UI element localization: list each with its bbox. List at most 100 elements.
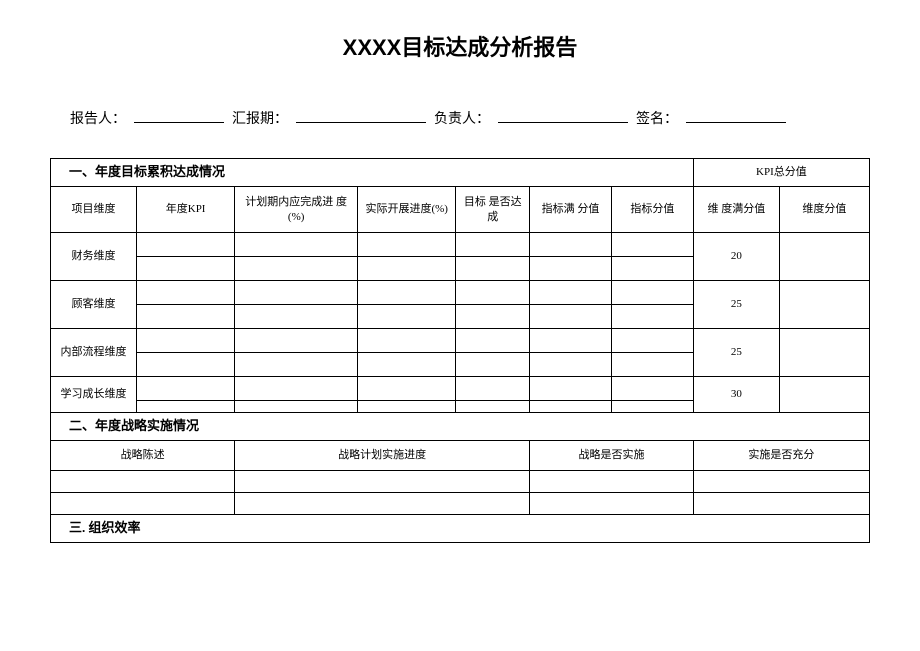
responsible-blank[interactable] <box>498 107 628 123</box>
section2-columns-row: 战略陈述 战略计划实施进度 战略是否实施 实施是否充分 <box>51 441 870 471</box>
cell[interactable] <box>136 233 234 257</box>
cell[interactable] <box>235 493 530 515</box>
cell[interactable] <box>530 353 612 377</box>
cell[interactable] <box>456 281 530 305</box>
cell[interactable] <box>530 257 612 281</box>
cell[interactable] <box>136 353 234 377</box>
cell[interactable] <box>51 471 235 493</box>
cell[interactable] <box>611 305 693 329</box>
period-blank[interactable] <box>296 107 426 123</box>
cell[interactable] <box>235 281 358 305</box>
col-strategy-desc: 战略陈述 <box>51 441 235 471</box>
cell[interactable] <box>530 233 612 257</box>
signature-label: 签名： <box>636 108 678 128</box>
cell[interactable] <box>358 377 456 401</box>
cell[interactable] <box>611 233 693 257</box>
cell[interactable] <box>136 401 234 413</box>
col-strategy-plan: 战略计划实施进度 <box>235 441 530 471</box>
cell[interactable] <box>235 329 358 353</box>
dim-score-financial[interactable] <box>779 233 869 281</box>
section3-header-row: 三. 组织效率 <box>51 515 870 543</box>
cell[interactable] <box>530 329 612 353</box>
dim-financial: 财务维度 <box>51 233 137 281</box>
cell[interactable] <box>358 305 456 329</box>
cell[interactable] <box>235 305 358 329</box>
cell[interactable] <box>693 471 869 493</box>
col-indicator-full: 指标满 分值 <box>530 187 612 233</box>
cell[interactable] <box>530 305 612 329</box>
cell[interactable] <box>136 281 234 305</box>
table-row: 学习成长维度 30 <box>51 377 870 401</box>
col-target-achieved: 目标 是否达成 <box>456 187 530 233</box>
section1-header: 一、年度目标累积达成情况 <box>51 159 694 187</box>
dim-full-process: 25 <box>693 329 779 377</box>
cell[interactable] <box>530 493 694 515</box>
cell[interactable] <box>136 329 234 353</box>
cell[interactable] <box>693 493 869 515</box>
cell[interactable] <box>235 353 358 377</box>
cell[interactable] <box>358 329 456 353</box>
cell[interactable] <box>136 257 234 281</box>
table-row: 顾客维度 25 <box>51 281 870 305</box>
signature-blank[interactable] <box>686 107 786 123</box>
cell[interactable] <box>530 471 694 493</box>
table-row: 内部流程维度 25 <box>51 329 870 353</box>
cell[interactable] <box>136 377 234 401</box>
cell[interactable] <box>456 377 530 401</box>
cell[interactable] <box>611 281 693 305</box>
col-plan-progress: 计划期内应完成进 度(%) <box>235 187 358 233</box>
col-impl-full: 实施是否充分 <box>693 441 869 471</box>
cell[interactable] <box>235 401 358 413</box>
cell[interactable] <box>456 233 530 257</box>
dim-process: 内部流程维度 <box>51 329 137 377</box>
reporter-label: 报告人： <box>70 108 126 128</box>
cell[interactable] <box>530 401 612 413</box>
col-actual-progress: 实际开展进度(%) <box>358 187 456 233</box>
dim-score-process[interactable] <box>779 329 869 377</box>
cell[interactable] <box>611 329 693 353</box>
col-dim-full: 维 度满分值 <box>693 187 779 233</box>
period-label: 汇报期： <box>232 108 288 128</box>
cell[interactable] <box>358 233 456 257</box>
dim-full-learning: 30 <box>693 377 779 413</box>
info-line: 报告人： 汇报期： 负责人： 签名： <box>70 107 850 128</box>
section3-header: 三. 组织效率 <box>51 515 870 543</box>
cell[interactable] <box>456 329 530 353</box>
dim-full-customer: 25 <box>693 281 779 329</box>
table-row <box>51 471 870 493</box>
cell[interactable] <box>456 257 530 281</box>
col-annual-kpi: 年度KPI <box>136 187 234 233</box>
cell[interactable] <box>530 377 612 401</box>
cell[interactable] <box>235 471 530 493</box>
cell[interactable] <box>456 353 530 377</box>
cell[interactable] <box>611 257 693 281</box>
cell[interactable] <box>51 493 235 515</box>
main-table: 一、年度目标累积达成情况 KPI总分值 项目维度 年度KPI 计划期内应完成进 … <box>50 158 870 543</box>
cell[interactable] <box>611 377 693 401</box>
section2-header-row: 二、年度战略实施情况 <box>51 413 870 441</box>
cell[interactable] <box>235 233 358 257</box>
cell[interactable] <box>235 257 358 281</box>
cell[interactable] <box>136 305 234 329</box>
dim-learning: 学习成长维度 <box>51 377 137 413</box>
table-row: 财务维度 20 <box>51 233 870 257</box>
cell[interactable] <box>358 281 456 305</box>
cell[interactable] <box>358 353 456 377</box>
cell[interactable] <box>235 377 358 401</box>
cell[interactable] <box>358 257 456 281</box>
section1-columns-row: 项目维度 年度KPI 计划期内应完成进 度(%) 实际开展进度(%) 目标 是否… <box>51 187 870 233</box>
dim-score-customer[interactable] <box>779 281 869 329</box>
cell[interactable] <box>611 401 693 413</box>
reporter-blank[interactable] <box>134 107 224 123</box>
report-title: XXXX目标达成分析报告 <box>50 30 870 62</box>
responsible-label: 负责人： <box>434 108 490 128</box>
cell[interactable] <box>611 353 693 377</box>
dim-score-learning[interactable] <box>779 377 869 413</box>
dim-full-financial: 20 <box>693 233 779 281</box>
cell[interactable] <box>456 401 530 413</box>
cell[interactable] <box>358 401 456 413</box>
col-dimension: 项目维度 <box>51 187 137 233</box>
kpi-total-label: KPI总分值 <box>693 159 869 187</box>
cell[interactable] <box>456 305 530 329</box>
cell[interactable] <box>530 281 612 305</box>
